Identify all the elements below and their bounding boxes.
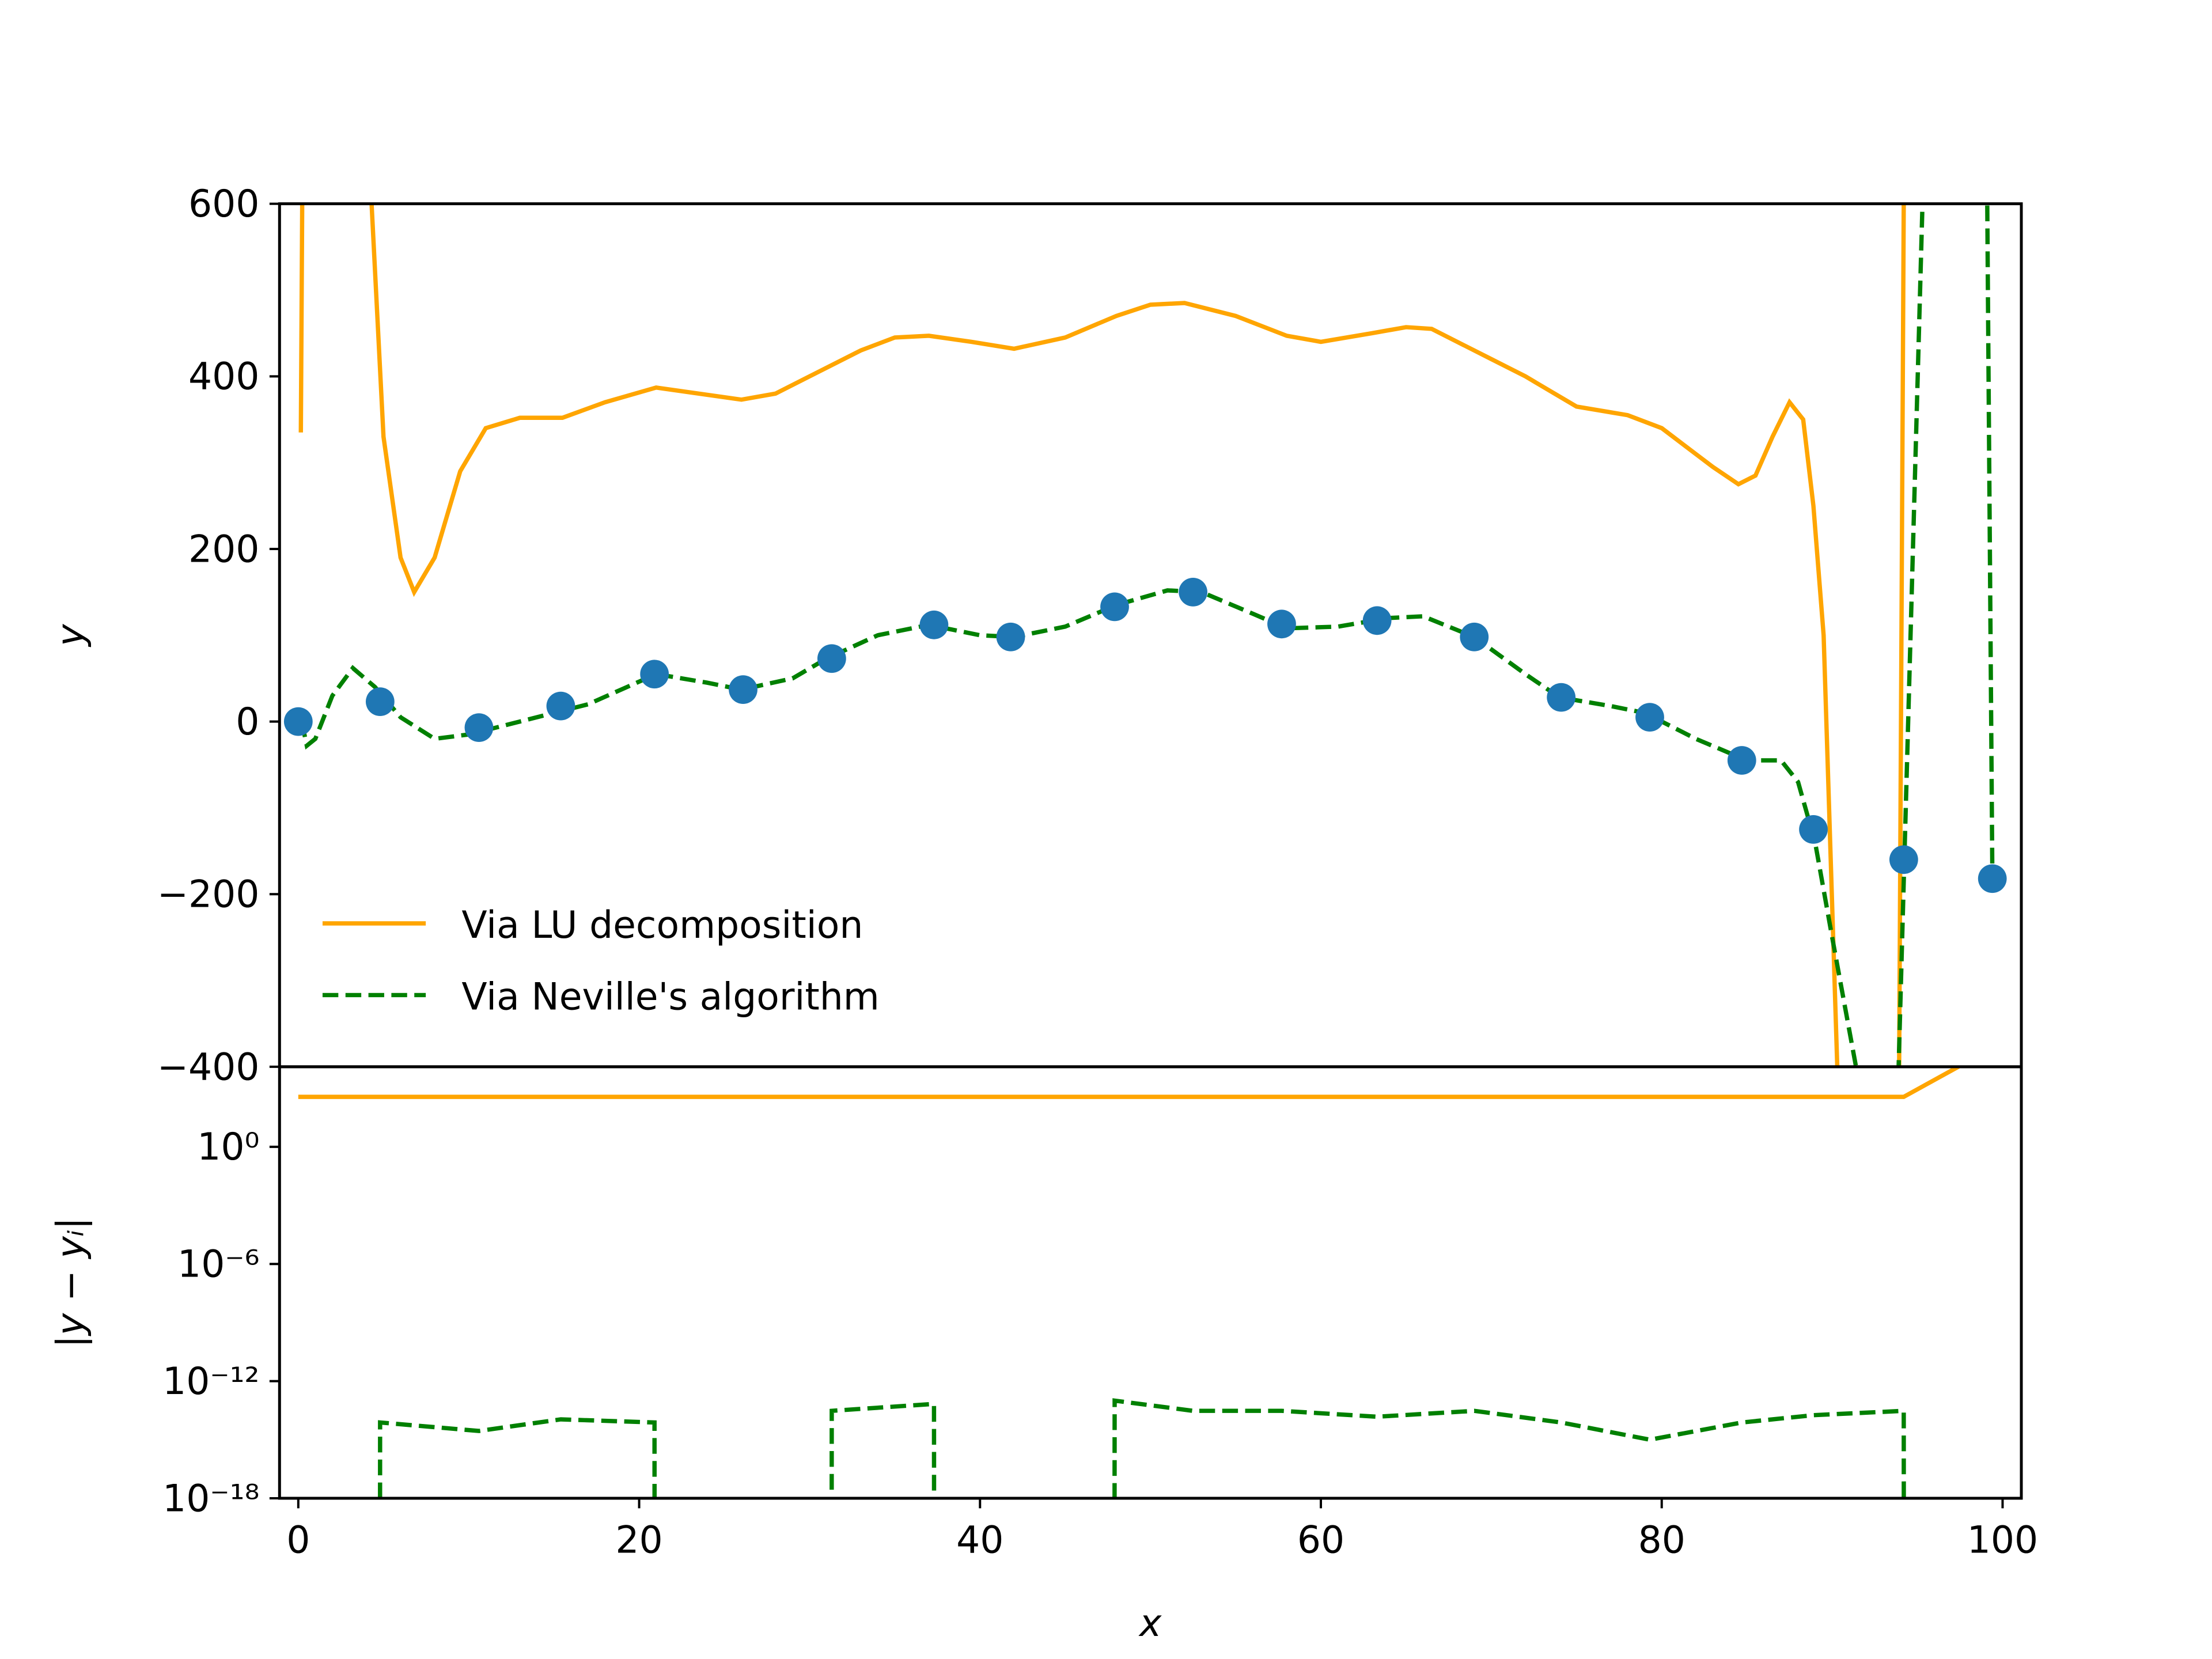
data-point xyxy=(1799,815,1828,844)
data-point xyxy=(1727,746,1756,775)
y-axis-label: y xyxy=(49,623,92,647)
data-point xyxy=(1547,683,1576,712)
x-tick-label: 40 xyxy=(956,1519,1003,1562)
data-point xyxy=(640,660,669,689)
x-tick-label: 60 xyxy=(1297,1519,1344,1562)
plot-area xyxy=(298,203,1995,1067)
data-point xyxy=(996,622,1025,652)
x-tick-label: 80 xyxy=(1638,1519,1685,1562)
data-point xyxy=(464,713,494,742)
series-line xyxy=(378,1398,1906,1498)
y-axis-label: |y − yᵢ| xyxy=(49,1217,92,1348)
data-point xyxy=(1978,864,2007,893)
data-point xyxy=(729,675,757,704)
data-point xyxy=(365,687,395,717)
y-tick-label: 10⁻¹⁸ xyxy=(162,1477,259,1520)
data-point xyxy=(1460,622,1489,652)
x-tick-label: 20 xyxy=(615,1519,662,1562)
y-tick-label: 10⁰ xyxy=(197,1126,259,1169)
series-line xyxy=(300,203,1995,1067)
y-tick-label: 400 xyxy=(188,355,259,399)
legend-label: Via Neville's algorithm xyxy=(461,975,879,1018)
y-tick-label: 10⁻⁶ xyxy=(177,1243,259,1286)
plot-area xyxy=(298,1066,1963,1498)
data-point xyxy=(1635,703,1664,732)
series-line xyxy=(298,1066,1963,1099)
y-tick-label: −400 xyxy=(157,1046,260,1089)
y-tick-label: 200 xyxy=(188,528,259,571)
y-tick-label: 600 xyxy=(188,183,259,226)
data-point xyxy=(1179,577,1208,607)
x-axis-label: x xyxy=(1138,1602,1162,1645)
axes-frame xyxy=(278,1065,2023,1500)
y-tick-label: 10⁻¹² xyxy=(162,1360,259,1403)
y-tick-label: −200 xyxy=(157,873,260,916)
data-point xyxy=(546,691,575,721)
data-point xyxy=(1100,592,1129,622)
x-tick-label: 0 xyxy=(286,1519,310,1562)
data-point xyxy=(919,610,949,639)
x-tick-label: 100 xyxy=(1967,1519,2038,1562)
series-line xyxy=(298,203,1906,1067)
data-point xyxy=(1267,609,1296,639)
data-point xyxy=(283,707,313,736)
y-tick-label: 0 xyxy=(236,700,259,744)
data-point xyxy=(1889,845,1918,874)
legend-label: Via LU decomposition xyxy=(461,904,863,947)
data-point xyxy=(1362,606,1392,635)
data-point xyxy=(817,644,846,673)
